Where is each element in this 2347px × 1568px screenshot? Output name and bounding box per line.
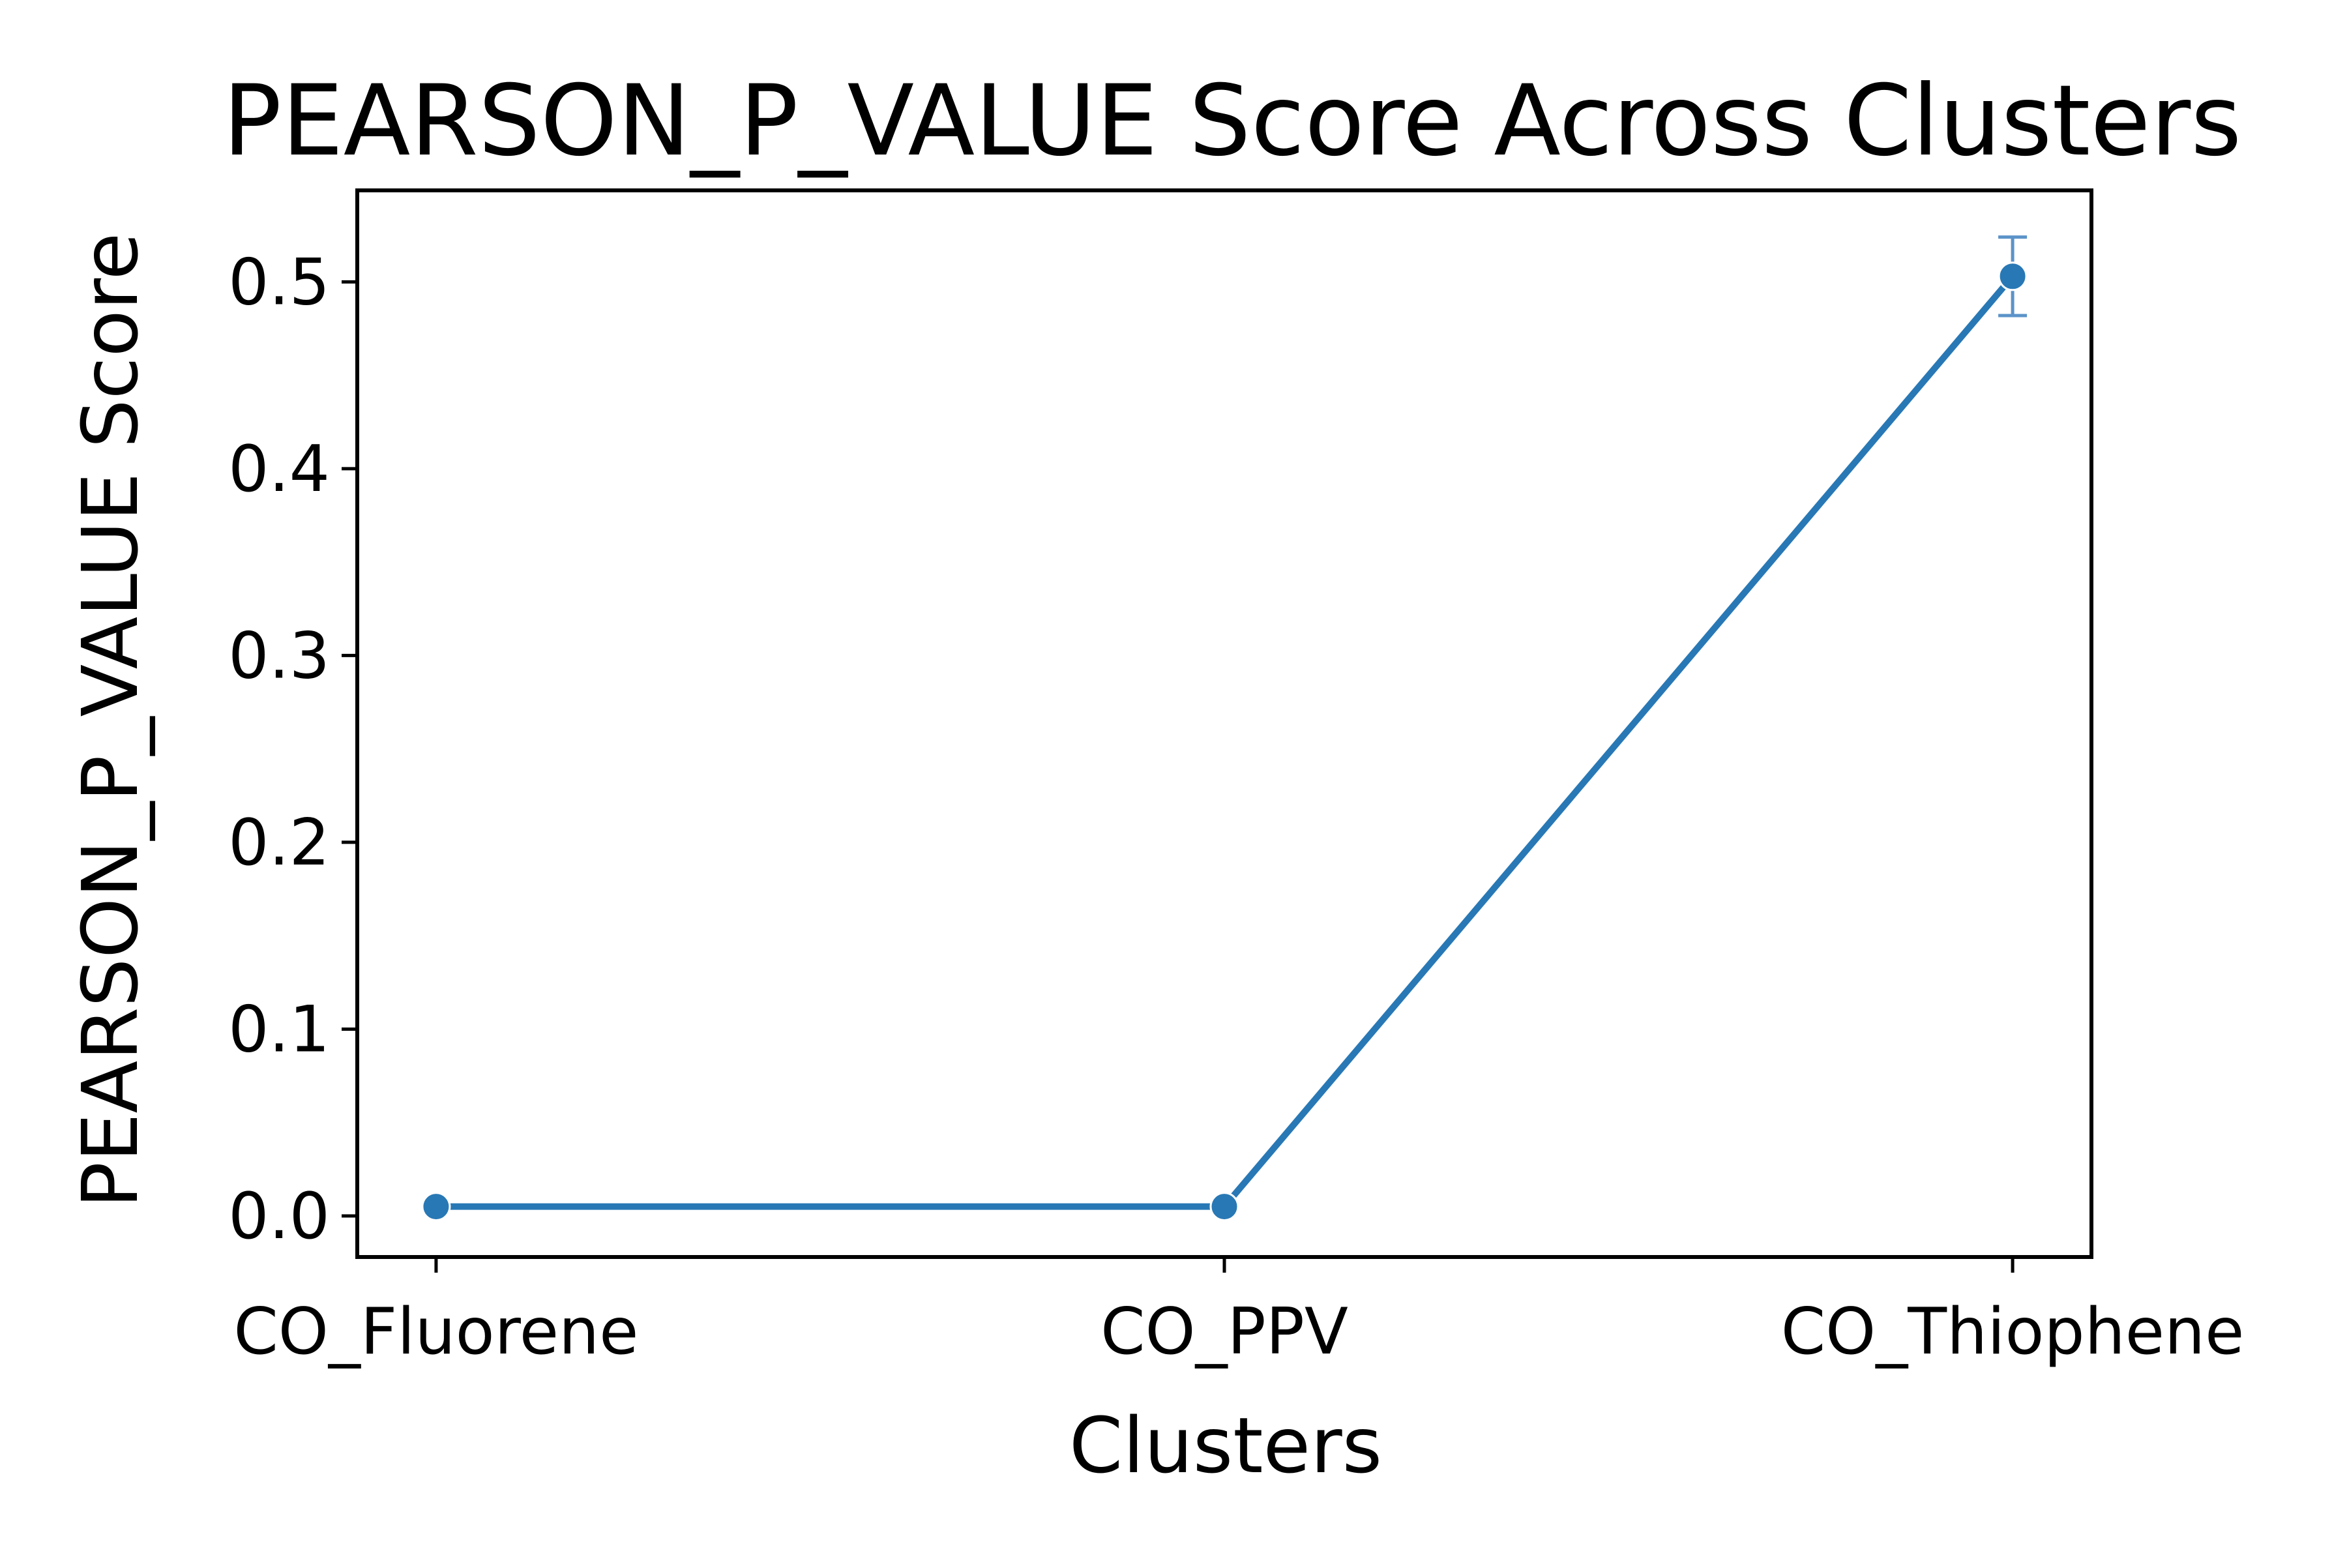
x-axis-label: Clusters — [1069, 1400, 1382, 1490]
x-axis: CO_Fluorene CO_PPV CO_Thiophene — [233, 1257, 2244, 1369]
data-point — [421, 1192, 451, 1222]
x-tick-label: CO_Fluorene — [233, 1295, 638, 1369]
y-tick-label: 0.3 — [228, 619, 330, 693]
plot-frame — [355, 188, 2093, 1259]
y-tick-label: 0.2 — [228, 806, 330, 880]
y-tick-label: 0.4 — [228, 432, 330, 507]
y-tick-label: 0.1 — [228, 992, 330, 1067]
data-point — [1998, 261, 2028, 291]
data-point — [1209, 1192, 1239, 1222]
x-tick-label: CO_Thiophene — [1781, 1295, 2245, 1369]
y-axis: 0.0 0.1 0.2 0.3 0.4 0.5 — [228, 245, 357, 1254]
series-line — [432, 273, 2016, 1210]
y-tick-label: 0.0 — [228, 1179, 330, 1254]
y-axis-label: PEARSON_P_VALUE Score — [65, 233, 155, 1208]
chart-title: PEARSON_P_VALUE Score Across Clusters — [223, 65, 2242, 178]
plot-area — [355, 188, 2093, 1259]
y-tick-label: 0.5 — [228, 245, 330, 319]
series — [421, 235, 2028, 1222]
x-tick-label: CO_PPV — [1100, 1295, 1348, 1369]
